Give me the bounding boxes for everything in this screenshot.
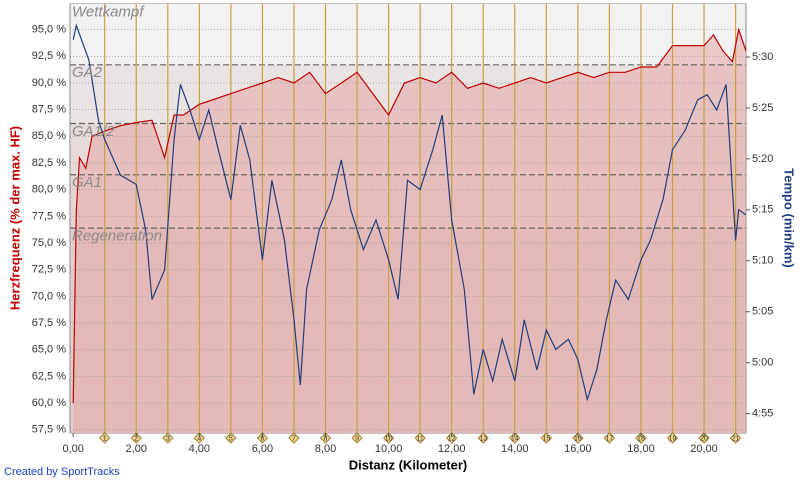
km-marker-diamond xyxy=(225,432,237,444)
km-marker-diamond xyxy=(130,432,142,444)
km-marker-label: 20 xyxy=(700,435,708,442)
km-marker-diamond xyxy=(319,432,332,444)
zone-band xyxy=(71,4,745,65)
km-marker-label: 10 xyxy=(385,435,393,442)
km-marker-label: 11 xyxy=(417,435,424,442)
km-marker-label: 5 xyxy=(229,435,233,442)
km-marker-label: 15 xyxy=(542,435,550,442)
y-tick-label: 77,5 % xyxy=(32,210,66,222)
km-marker-diamond xyxy=(666,432,679,444)
km-marker-diamond xyxy=(288,432,300,444)
y-tick-label: 82,5 % xyxy=(32,157,66,169)
x-tick-label: 2,00 xyxy=(126,443,147,455)
km-marker-diamond xyxy=(98,432,111,444)
y2-tick-label: 5:15 xyxy=(752,204,773,216)
zone-label: Regeneration xyxy=(72,228,162,245)
zone-label: GA1 xyxy=(72,174,102,191)
zone-label: GA2 xyxy=(72,64,103,81)
y-tick-label: 72,5 % xyxy=(32,264,66,276)
km-marker-label: 12 xyxy=(448,435,456,442)
y-tick-label: 65,0 % xyxy=(32,344,66,356)
km-marker-label: 2 xyxy=(134,435,138,442)
x-tick-label: 0,00 xyxy=(62,443,83,455)
km-marker-diamond xyxy=(256,432,269,444)
y2-tick-label: 5:00 xyxy=(752,357,773,369)
km-marker-label: 4 xyxy=(197,435,201,442)
km-marker-diamond xyxy=(509,432,521,444)
km-marker-diamond xyxy=(414,432,426,444)
y-tick-label: 57,5 % xyxy=(32,424,66,436)
km-marker-label: 17 xyxy=(606,435,614,442)
y-tick-label: 60,0 % xyxy=(32,397,66,409)
km-marker-diamond xyxy=(729,432,742,444)
y2-tick-label: 5:05 xyxy=(752,306,773,318)
x-tick-label: 4,00 xyxy=(189,443,210,455)
x-tick-label: 12,00 xyxy=(438,443,466,455)
y2-tick-label: 5:25 xyxy=(752,102,773,114)
x-tick-label: 8,00 xyxy=(315,443,336,455)
km-marker-label: 21 xyxy=(732,435,740,442)
km-marker-label: 1 xyxy=(103,435,107,442)
km-marker-diamond xyxy=(603,432,616,444)
km-marker-diamond xyxy=(193,432,206,444)
y-tick-label: 80,0 % xyxy=(32,184,66,196)
km-marker-diamond xyxy=(351,432,363,444)
zone-label: Wettkampf xyxy=(72,3,145,20)
km-marker-label: 14 xyxy=(511,435,519,442)
x-tick-label: 18,00 xyxy=(627,443,655,455)
km-marker-diamond xyxy=(572,432,584,444)
y-tick-label: 62,5 % xyxy=(32,370,66,382)
km-marker-diamond xyxy=(162,432,174,444)
y-tick-label: 95,0 % xyxy=(32,24,66,36)
y-tick-label: 70,0 % xyxy=(32,290,66,302)
y-tick-label: 85,0 % xyxy=(32,130,66,142)
heart-rate-line xyxy=(72,27,747,404)
km-marker-diamond xyxy=(445,432,458,444)
km-marker-label: 8 xyxy=(324,435,328,442)
zone-label: GA1/2 xyxy=(72,123,115,140)
km-marker-diamond xyxy=(477,432,489,444)
km-marker-label: 13 xyxy=(479,435,487,442)
y-tick-label: 90,0 % xyxy=(32,77,66,89)
km-marker-diamond xyxy=(635,432,647,444)
y-axis-title: Herzfrequenz (% der max. HF) xyxy=(7,126,22,310)
y2-tick-label: 5:10 xyxy=(752,255,773,267)
km-marker-label: 19 xyxy=(669,435,677,442)
y2-tick-label: 4:55 xyxy=(752,408,773,420)
x-tick-label: 6,00 xyxy=(252,443,273,455)
km-marker-diamond xyxy=(382,432,395,444)
x-tick-label: 20,00 xyxy=(690,443,718,455)
pace-line xyxy=(72,23,747,402)
x-tick-label: 14,00 xyxy=(501,443,529,455)
km-marker-diamond xyxy=(540,432,553,444)
y2-axis-title: Tempo (min/km) xyxy=(782,168,797,267)
x-tick-label: 10,00 xyxy=(375,443,403,455)
km-marker-label: 3 xyxy=(166,435,170,442)
credit-link[interactable]: Created by SportTracks xyxy=(4,466,120,478)
y-tick-label: 87,5 % xyxy=(32,104,66,116)
y-tick-label: 75,0 % xyxy=(32,237,66,249)
km-marker-label: 18 xyxy=(637,435,645,442)
y2-tick-label: 5:20 xyxy=(752,153,773,165)
km-marker-label: 9 xyxy=(355,435,359,442)
y2-tick-label: 5:30 xyxy=(752,51,773,63)
x-axis-title: Distanz (Kilometer) xyxy=(349,457,467,472)
km-marker-label: 6 xyxy=(260,435,264,442)
x-tick-label: 16,00 xyxy=(564,443,592,455)
km-marker-label: 16 xyxy=(574,435,582,442)
km-marker-label: 7 xyxy=(292,435,296,442)
y-tick-label: 67,5 % xyxy=(32,317,66,329)
km-marker-diamond xyxy=(698,432,710,444)
y-tick-label: 92,5 % xyxy=(32,50,66,62)
